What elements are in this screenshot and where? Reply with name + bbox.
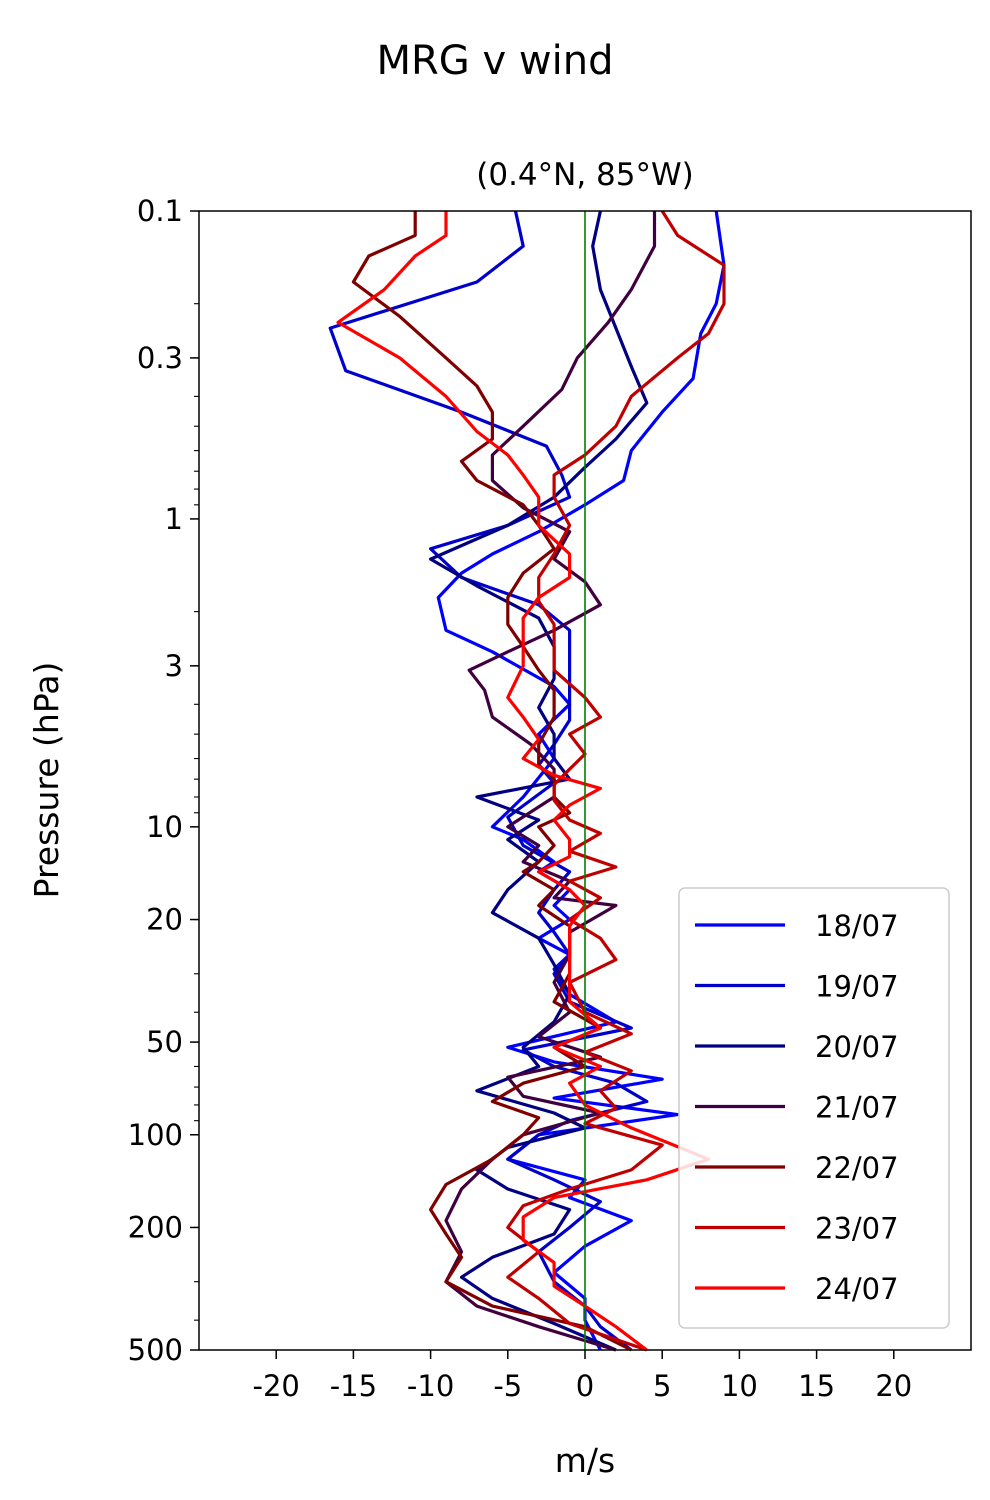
plot-area (198, 210, 972, 1352)
legend-label: 21/07 (815, 1091, 899, 1125)
legend-label: 18/07 (815, 909, 899, 943)
x-tick-label: 5 (653, 1369, 671, 1403)
y-tick-label: 0.3 (137, 341, 183, 375)
legend-items: 18/07 19/07 20/07 21/07 22/07 23/07 24/07 (695, 909, 899, 1306)
y-tick-label: 200 (128, 1210, 183, 1244)
series-layer (328, 210, 726, 1352)
x-axis-label: m/s (555, 1441, 615, 1480)
legend-label: 24/07 (815, 1272, 899, 1306)
legend-label: 19/07 (815, 970, 899, 1004)
chart-title: (0.4°N, 85°W) (476, 157, 693, 193)
x-tick-label: 20 (875, 1369, 912, 1403)
x-tick-label: -5 (493, 1369, 522, 1403)
y-tick-label: 100 (128, 1118, 183, 1152)
figure-suptitle: MRG v wind (377, 38, 614, 84)
series-line-20-07 (429, 210, 649, 1352)
y-tick-label: 20 (146, 903, 183, 937)
x-tick-label: 10 (721, 1369, 758, 1403)
x-tick-label: 0 (576, 1369, 594, 1403)
x-tick-label: -20 (253, 1369, 300, 1403)
y-axis-label: Pressure (hPa) (27, 662, 66, 899)
y-tick-label: 10 (146, 810, 183, 844)
legend-label: 20/07 (815, 1030, 899, 1064)
y-tick-label: 0.1 (137, 194, 183, 228)
y-tick-label: 50 (146, 1025, 183, 1059)
y-tick-label: 3 (165, 649, 183, 683)
legend-box (678, 887, 950, 1329)
legend: 18/07 19/07 20/07 21/07 22/07 23/07 24/07 (678, 887, 950, 1329)
series-line-24-07 (336, 211, 711, 1352)
x-tick-label: -15 (330, 1369, 377, 1403)
y-tick-label: 500 (128, 1333, 183, 1367)
y-axis: 0.1 0.3 1 3 10 20 50 100 200 500 (128, 194, 199, 1367)
y-tick-label: 1 (165, 502, 183, 536)
x-tick-label: -10 (407, 1369, 454, 1403)
x-tick-label: 15 (798, 1369, 835, 1403)
legend-label: 23/07 (815, 1212, 899, 1246)
legend-label: 22/07 (815, 1151, 899, 1185)
series-line-19-07 (328, 210, 649, 1352)
x-axis: -20 -15 -10 -5 0 5 10 15 20 (253, 1350, 912, 1403)
